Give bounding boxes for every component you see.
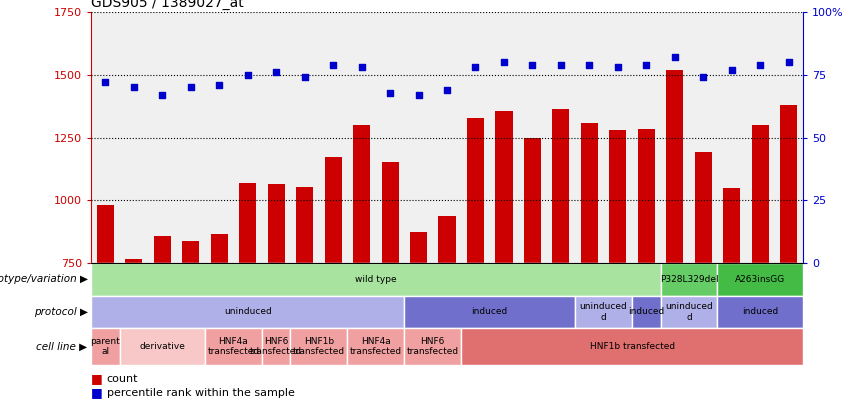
Bar <box>632 296 661 328</box>
Bar <box>667 70 683 263</box>
Bar <box>718 263 803 296</box>
Point <box>725 67 739 73</box>
Bar <box>91 328 120 364</box>
Point <box>611 64 625 70</box>
Bar <box>581 123 598 263</box>
Text: ■: ■ <box>91 372 103 385</box>
Point <box>326 62 340 68</box>
Text: HNF1b transfected: HNF1b transfected <box>589 342 674 351</box>
Text: HNF6
transfected: HNF6 transfected <box>407 337 459 356</box>
Bar <box>694 151 712 263</box>
Text: HNF4a
transfected: HNF4a transfected <box>207 337 260 356</box>
Point <box>667 54 681 61</box>
Bar <box>780 105 797 263</box>
Bar <box>723 188 740 263</box>
Bar <box>154 236 171 263</box>
Bar <box>638 129 654 263</box>
Bar <box>752 125 769 263</box>
Bar <box>353 125 370 263</box>
Bar <box>91 296 404 328</box>
Bar <box>125 260 142 263</box>
Text: uninduced
d: uninduced d <box>665 302 713 322</box>
Bar <box>524 138 541 263</box>
Point <box>240 72 254 78</box>
Bar <box>609 130 627 263</box>
Bar <box>575 296 632 328</box>
Text: A263insGG: A263insGG <box>735 275 786 284</box>
Bar <box>120 328 205 364</box>
Bar <box>205 328 262 364</box>
Text: cell line ▶: cell line ▶ <box>36 341 88 351</box>
Bar <box>182 241 200 263</box>
Text: derivative: derivative <box>140 342 185 351</box>
Text: induced: induced <box>471 307 508 316</box>
Point <box>213 82 227 88</box>
Bar <box>325 156 342 263</box>
Bar <box>661 296 718 328</box>
Bar <box>410 232 427 263</box>
Text: GDS905 / 1389027_at: GDS905 / 1389027_at <box>91 0 244 10</box>
Text: protocol ▶: protocol ▶ <box>34 307 88 317</box>
Point <box>269 69 283 76</box>
Point <box>582 62 596 68</box>
Point <box>184 84 198 91</box>
Bar <box>291 328 347 364</box>
Bar <box>552 109 569 263</box>
Bar <box>97 205 114 263</box>
Point <box>298 74 312 81</box>
Bar <box>262 328 291 364</box>
Point <box>355 64 369 70</box>
Bar <box>240 183 256 263</box>
Bar <box>91 263 661 296</box>
Text: parent
al: parent al <box>90 337 121 356</box>
Point <box>782 59 796 66</box>
Text: HNF1b
transfected: HNF1b transfected <box>293 337 345 356</box>
Point <box>98 79 112 86</box>
Point <box>753 62 767 68</box>
Bar <box>661 263 718 296</box>
Point <box>640 62 654 68</box>
Text: P328L329del: P328L329del <box>660 275 719 284</box>
Bar <box>382 162 398 263</box>
Point <box>411 92 425 98</box>
Bar <box>404 328 461 364</box>
Point <box>525 62 539 68</box>
Bar <box>211 234 227 263</box>
Text: uninduced: uninduced <box>224 307 272 316</box>
Point <box>497 59 511 66</box>
Bar <box>496 111 512 263</box>
Bar <box>296 187 313 263</box>
Point <box>127 84 141 91</box>
Text: genotype/variation ▶: genotype/variation ▶ <box>0 275 88 284</box>
Text: induced: induced <box>742 307 779 316</box>
Point <box>440 87 454 93</box>
Bar <box>404 296 575 328</box>
Text: HNF4a
transfected: HNF4a transfected <box>350 337 402 356</box>
Bar <box>347 328 404 364</box>
Bar <box>718 296 803 328</box>
Text: uninduced
d: uninduced d <box>580 302 628 322</box>
Text: wild type: wild type <box>355 275 397 284</box>
Point <box>155 92 169 98</box>
Point <box>696 74 710 81</box>
Point <box>469 64 483 70</box>
Bar <box>438 215 456 263</box>
Bar <box>467 117 484 263</box>
Text: percentile rank within the sample: percentile rank within the sample <box>107 388 294 398</box>
Text: induced: induced <box>628 307 664 316</box>
Point <box>554 62 568 68</box>
Text: ■: ■ <box>91 386 103 399</box>
Text: count: count <box>107 374 138 384</box>
Bar <box>461 328 803 364</box>
Text: HNF6
transfected: HNF6 transfected <box>250 337 302 356</box>
Bar <box>267 184 285 263</box>
Point <box>383 89 397 96</box>
